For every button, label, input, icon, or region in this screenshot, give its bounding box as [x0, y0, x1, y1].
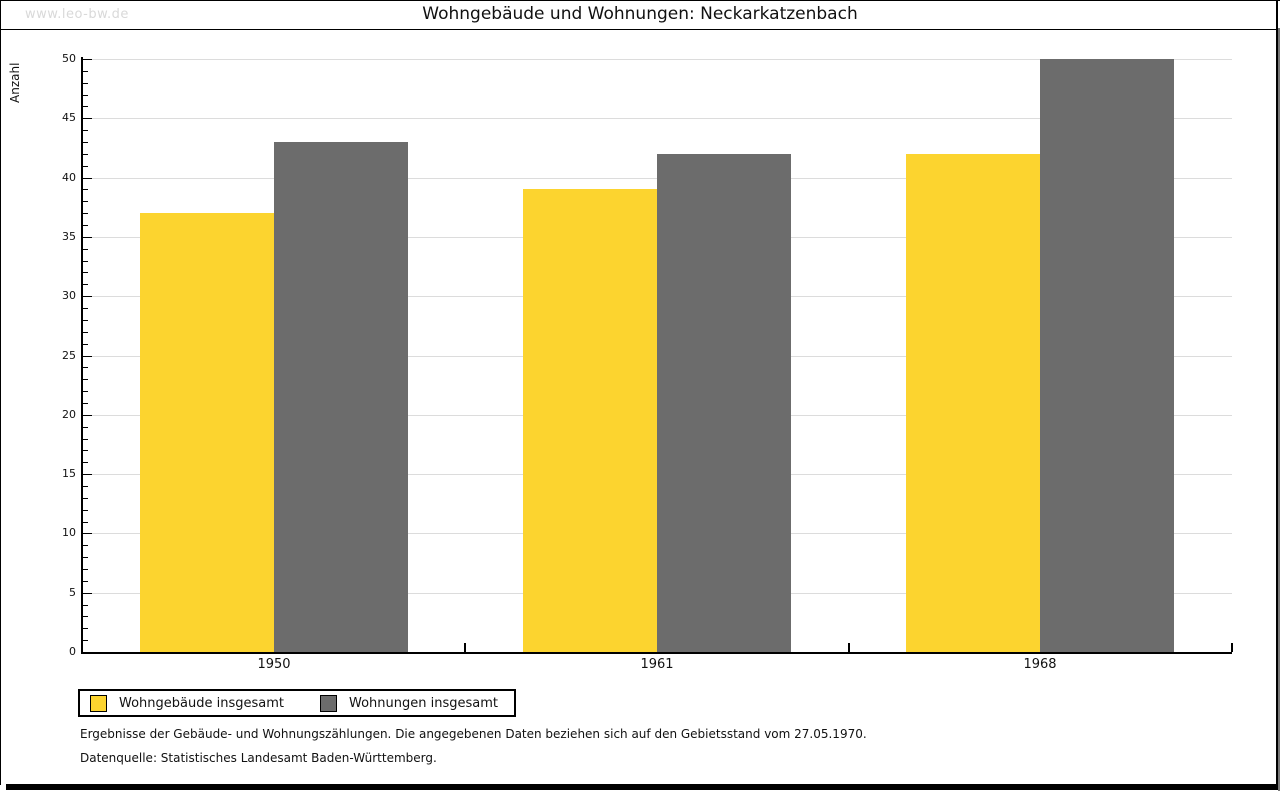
y-minor-tick-24	[83, 367, 88, 368]
y-minor-tick-21	[83, 403, 88, 404]
y-major-tick-30	[83, 296, 92, 297]
legend-swatch-gray-icon	[320, 694, 337, 712]
frame-right-border	[1276, 0, 1278, 789]
y-minor-tick-48	[83, 83, 88, 84]
y-minor-tick-6	[83, 581, 88, 582]
y-tick-label-20: 20	[62, 408, 76, 421]
x-axis-line	[81, 652, 1232, 654]
y-axis-label: Anzahl	[8, 62, 22, 103]
y-tick-label-5: 5	[69, 586, 76, 599]
bar-wohnungen-1961	[657, 154, 791, 652]
x-boundary-tick-3	[1231, 643, 1233, 652]
y-major-tick-50	[83, 59, 92, 60]
y-minor-tick-43	[83, 142, 88, 143]
bar-wohnungen-1950	[274, 142, 408, 652]
y-minor-tick-9	[83, 545, 88, 546]
bar-wohngebäude-1950	[140, 213, 274, 652]
y-minor-tick-34	[83, 249, 88, 250]
gridline-45	[82, 118, 1232, 119]
bar-wohngebäude-1968	[906, 154, 1040, 652]
header-separator	[0, 29, 1278, 30]
y-major-tick-5	[83, 593, 92, 594]
y-minor-tick-28	[83, 320, 88, 321]
y-minor-tick-26	[83, 344, 88, 345]
y-minor-tick-31	[83, 284, 88, 285]
frame-bottom-shadow	[6, 784, 1278, 790]
y-tick-label-0: 0	[69, 645, 76, 658]
y-tick-label-10: 10	[62, 526, 76, 539]
y-minor-tick-42	[83, 154, 88, 155]
y-minor-tick-47	[83, 95, 88, 96]
y-minor-tick-33	[83, 261, 88, 262]
y-minor-tick-27	[83, 332, 88, 333]
y-minor-tick-11	[83, 522, 88, 523]
y-major-tick-35	[83, 237, 92, 238]
y-minor-tick-16	[83, 462, 88, 463]
y-minor-tick-14	[83, 486, 88, 487]
y-major-tick-10	[83, 533, 92, 534]
x-boundary-tick-2	[848, 643, 850, 652]
y-minor-tick-18	[83, 439, 88, 440]
y-major-tick-40	[83, 178, 92, 179]
y-tick-label-30: 30	[62, 289, 76, 302]
legend-item-wohnungen: Wohnungen insgesamt	[320, 694, 498, 712]
x-tick-label-1961: 1961	[640, 657, 674, 672]
y-minor-tick-41	[83, 166, 88, 167]
y-major-tick-15	[83, 474, 92, 475]
y-minor-tick-39	[83, 189, 88, 190]
x-boundary-tick-1	[464, 643, 466, 652]
y-minor-tick-19	[83, 427, 88, 428]
y-minor-tick-29	[83, 308, 88, 309]
y-minor-tick-23	[83, 379, 88, 380]
y-minor-tick-32	[83, 272, 88, 273]
legend-item-wohngebaeude: Wohngebäude insgesamt	[90, 694, 284, 712]
y-minor-tick-46	[83, 106, 88, 107]
y-major-tick-25	[83, 356, 92, 357]
frame-top-border	[0, 0, 1280, 1]
x-tick-label-1950: 1950	[257, 657, 291, 672]
legend-label-wohngebaeude: Wohngebäude insgesamt	[119, 695, 284, 711]
site-watermark: www.leo-bw.de	[25, 7, 129, 22]
y-major-tick-45	[83, 118, 92, 119]
frame-right-shadow	[1278, 28, 1280, 791]
y-minor-tick-13	[83, 498, 88, 499]
frame-left-border	[0, 0, 1, 785]
y-major-tick-20	[83, 415, 92, 416]
y-minor-tick-37	[83, 213, 88, 214]
y-tick-label-25: 25	[62, 349, 76, 362]
y-minor-tick-36	[83, 225, 88, 226]
bar-wohngebäude-1961	[523, 189, 657, 652]
bar-wohnungen-1968	[1040, 59, 1174, 652]
y-minor-tick-1	[83, 640, 88, 641]
y-minor-tick-2	[83, 628, 88, 629]
x-tick-label-1968: 1968	[1023, 657, 1057, 672]
footer-note: Ergebnisse der Gebäude- und Wohnungszähl…	[80, 727, 867, 741]
y-minor-tick-22	[83, 391, 88, 392]
y-tick-label-50: 50	[62, 52, 76, 65]
y-minor-tick-49	[83, 71, 88, 72]
legend-swatch-yellow-icon	[90, 694, 107, 712]
y-minor-tick-8	[83, 557, 88, 558]
chart-legend: Wohngebäude insgesamt Wohnungen insgesam…	[78, 689, 516, 717]
y-minor-tick-7	[83, 569, 88, 570]
y-tick-label-15: 15	[62, 467, 76, 480]
y-minor-tick-3	[83, 616, 88, 617]
y-minor-tick-44	[83, 130, 88, 131]
footer-source: Datenquelle: Statistisches Landesamt Bad…	[80, 751, 437, 765]
y-tick-label-35: 35	[62, 230, 76, 243]
y-minor-tick-12	[83, 510, 88, 511]
y-tick-label-40: 40	[62, 171, 76, 184]
y-tick-label-45: 45	[62, 111, 76, 124]
y-minor-tick-4	[83, 605, 88, 606]
y-minor-tick-38	[83, 201, 88, 202]
y-axis-line	[81, 57, 83, 653]
y-minor-tick-17	[83, 450, 88, 451]
legend-label-wohnungen: Wohnungen insgesamt	[349, 695, 498, 711]
chart-title: Wohngebäude und Wohnungen: Neckarkatzenb…	[422, 4, 858, 24]
gridline-50	[82, 59, 1232, 60]
